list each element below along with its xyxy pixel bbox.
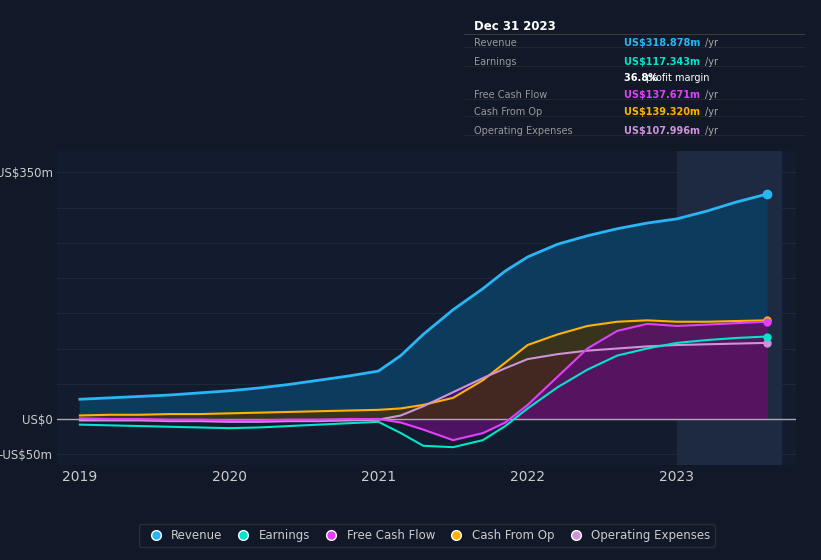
Text: Revenue: Revenue: [474, 38, 517, 48]
Text: Free Cash Flow: Free Cash Flow: [474, 90, 548, 100]
Legend: Revenue, Earnings, Free Cash Flow, Cash From Op, Operating Expenses: Revenue, Earnings, Free Cash Flow, Cash …: [139, 524, 715, 547]
Text: Operating Expenses: Operating Expenses: [474, 125, 573, 136]
Text: 36.8%: 36.8%: [624, 73, 661, 83]
Text: Earnings: Earnings: [474, 57, 516, 67]
Bar: [677, 151, 782, 465]
Text: /yr: /yr: [705, 57, 718, 67]
Text: /yr: /yr: [705, 125, 718, 136]
Text: profit margin: profit margin: [646, 73, 709, 83]
Text: /yr: /yr: [705, 90, 718, 100]
Text: US$107.996m: US$107.996m: [624, 125, 704, 136]
Text: /yr: /yr: [705, 108, 718, 117]
Text: US$139.320m: US$139.320m: [624, 108, 704, 117]
Text: US$137.671m: US$137.671m: [624, 90, 704, 100]
Text: US$318.878m: US$318.878m: [624, 38, 704, 48]
Text: Dec 31 2023: Dec 31 2023: [474, 20, 556, 34]
Text: Cash From Op: Cash From Op: [474, 108, 543, 117]
Text: /yr: /yr: [705, 38, 718, 48]
Text: US$117.343m: US$117.343m: [624, 57, 704, 67]
